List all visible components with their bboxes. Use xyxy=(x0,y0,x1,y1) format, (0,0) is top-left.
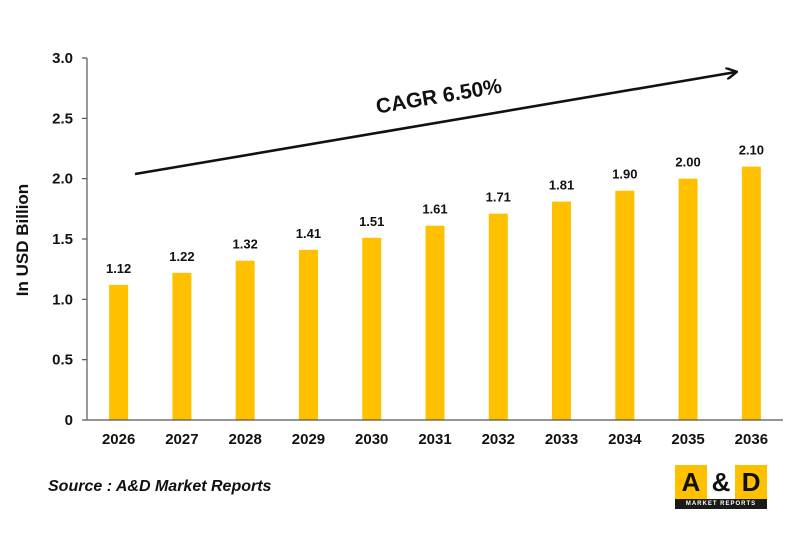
bar-2029 xyxy=(298,249,318,420)
logo-ampersand: & xyxy=(706,465,736,499)
data-label-2028: 1.32 xyxy=(233,237,258,252)
x-tick-label-2034: 2034 xyxy=(608,431,642,448)
data-label-2027: 1.22 xyxy=(169,249,194,264)
data-label-2026: 1.12 xyxy=(106,261,131,276)
x-tick-label-2033: 2033 xyxy=(545,431,578,448)
logo-letter-a: A xyxy=(675,465,707,499)
bar-2031 xyxy=(425,225,445,420)
y-tick-label: 2.5 xyxy=(52,110,73,127)
x-tick-label-2026: 2026 xyxy=(102,431,135,448)
data-label-2034: 1.90 xyxy=(612,167,637,182)
y-tick-label: 0.5 xyxy=(52,352,73,369)
bar-2036 xyxy=(741,166,761,420)
bars xyxy=(109,166,761,420)
x-tick-label-2036: 2036 xyxy=(735,431,768,448)
x-tick-label-2035: 2035 xyxy=(671,431,704,448)
cagr-annotation: CAGR 6.50% xyxy=(374,75,504,119)
x-axis-ticks: 2026 2027 2028 2029 2030 2031 2032 2033 2034 2035… xyxy=(102,431,768,448)
y-tick-label: 1.0 xyxy=(52,291,73,308)
x-tick-label-2029: 2029 xyxy=(292,431,325,448)
data-label-2031: 1.61 xyxy=(422,202,447,217)
y-axis-ticks: 0 0.5 1.0 1.5 2.0 2.5 3.0 xyxy=(52,50,87,429)
logo-tagline: MARKET REPORTS xyxy=(675,499,767,509)
bar-2026 xyxy=(109,284,129,420)
x-tick-label-2028: 2028 xyxy=(228,431,261,448)
data-label-2033: 1.81 xyxy=(549,178,574,193)
bar-2034 xyxy=(615,190,635,420)
source-note: Source : A&D Market Reports xyxy=(48,478,272,495)
data-label-2029: 1.41 xyxy=(296,226,321,241)
logo-letter-d: D xyxy=(735,465,767,499)
bar-2028 xyxy=(235,260,255,420)
y-tick-label: 3.0 xyxy=(52,50,73,67)
bar-2035 xyxy=(678,178,698,420)
y-tick-label: 0 xyxy=(65,412,73,429)
bar-2033 xyxy=(552,201,572,420)
data-label-2030: 1.51 xyxy=(359,214,384,229)
bar-2032 xyxy=(488,213,508,420)
bar-2030 xyxy=(362,237,382,420)
company-logo: A & D MARKET REPORTS xyxy=(675,465,767,509)
x-tick-label-2032: 2032 xyxy=(482,431,515,448)
bar-2027 xyxy=(172,272,192,420)
y-axis-title: In USD Billion xyxy=(13,184,32,296)
y-tick-label: 2.0 xyxy=(52,171,73,188)
data-labels: 1.12 1.22 1.32 1.41 1.51 1.61 1.71 1.81 1.90 2.00… xyxy=(106,143,764,276)
y-tick-label: 1.5 xyxy=(52,231,73,248)
x-tick-label-2030: 2030 xyxy=(355,431,388,448)
x-tick-label-2031: 2031 xyxy=(418,431,451,448)
data-label-2036: 2.10 xyxy=(739,143,764,158)
cagr-arrow xyxy=(134,72,736,176)
data-label-2035: 2.00 xyxy=(675,155,700,170)
x-tick-label-2027: 2027 xyxy=(165,431,198,448)
data-label-2032: 1.71 xyxy=(486,190,511,205)
